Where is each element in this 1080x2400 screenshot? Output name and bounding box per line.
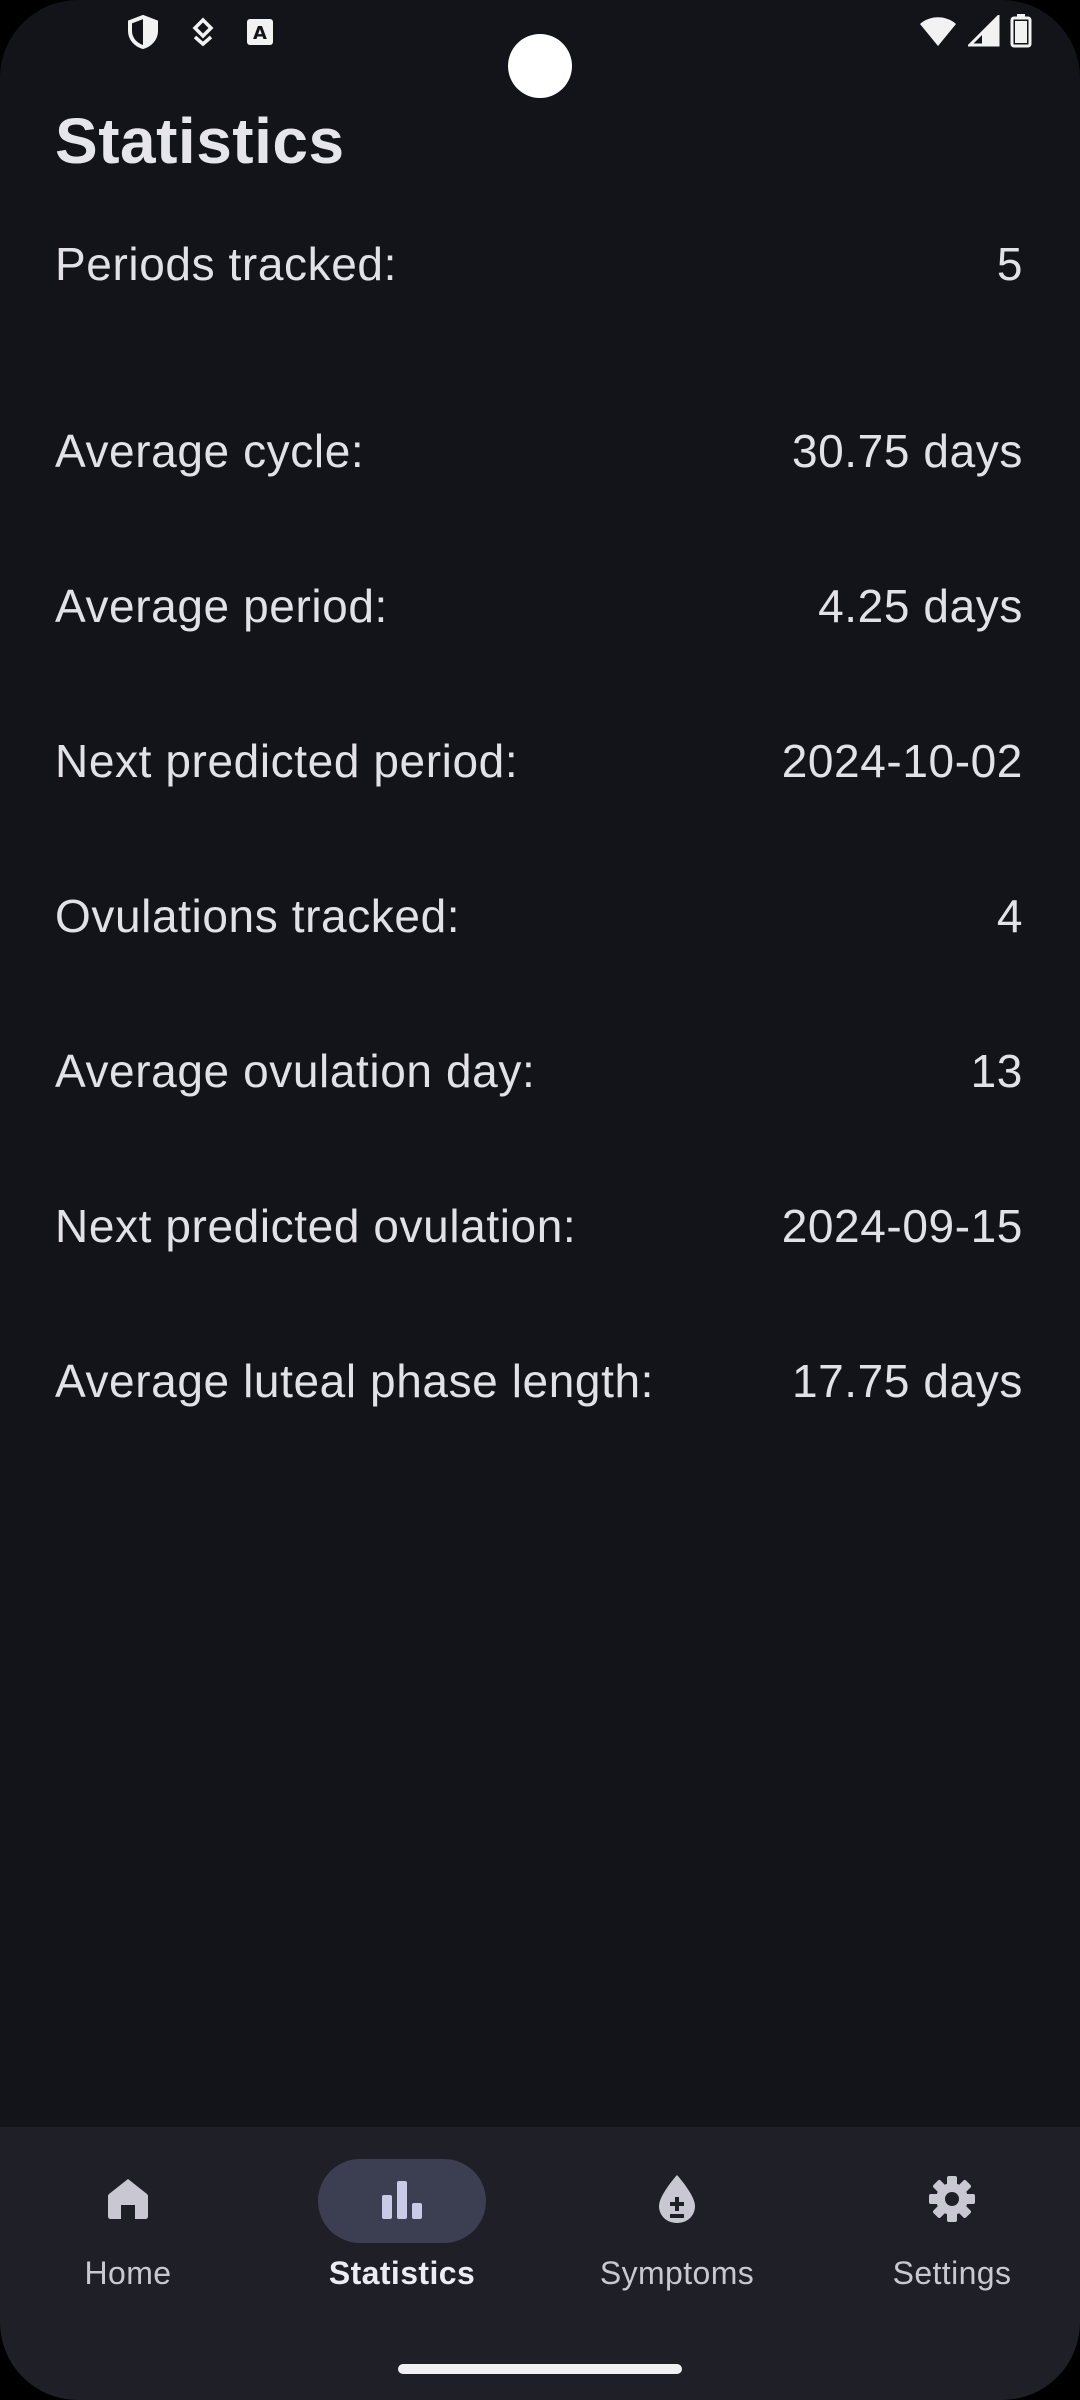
status-right-icons	[918, 14, 1032, 48]
nav-active-indicator	[318, 2159, 486, 2243]
stat-label: Ovulations tracked:	[55, 889, 461, 942]
stat-value: 17.75 days	[791, 1354, 1023, 1407]
drop-plus-minus-icon	[653, 2173, 701, 2230]
page-title: Statistics	[55, 105, 345, 177]
bottom-navigation: Home Statistics	[0, 2127, 1080, 2400]
nav-item-home[interactable]: Home	[0, 2127, 263, 2327]
stat-row-ovulations-tracked: Ovulations tracked: 4	[55, 838, 1023, 993]
stats-list: Periods tracked: 5 Average cycle: 30.75 …	[55, 218, 1023, 1458]
shield-icon	[126, 14, 160, 50]
stat-label: Next predicted period:	[55, 734, 519, 787]
stat-label: Average period:	[55, 579, 388, 632]
gear-icon	[927, 2174, 977, 2229]
nav-indicator	[593, 2159, 761, 2243]
svg-text:A: A	[253, 23, 267, 44]
nav-label: Statistics	[328, 2255, 476, 2291]
stat-value: 13	[970, 1044, 1023, 1097]
stat-value: 4	[996, 889, 1023, 942]
stat-row-next-predicted-period: Next predicted period: 2024-10-02	[55, 683, 1023, 838]
stat-value: 2024-09-15	[781, 1199, 1023, 1252]
bar-chart-icon	[378, 2175, 426, 2228]
stat-row-next-predicted-ovulation: Next predicted ovulation: 2024-09-15	[55, 1148, 1023, 1303]
stat-row-periods-tracked: Periods tracked: 5	[55, 218, 1023, 310]
stat-row-average-ovulation-day: Average ovulation day: 13	[55, 993, 1023, 1148]
front-camera	[508, 34, 572, 98]
nav-indicator	[868, 2159, 1036, 2243]
nav-label: Home	[84, 2255, 172, 2291]
gesture-home-bar[interactable]	[398, 2364, 682, 2374]
nav-indicator	[44, 2159, 212, 2243]
vpn-key-icon	[190, 17, 216, 47]
signal-icon	[968, 15, 1000, 47]
stat-label: Next predicted ovulation:	[55, 1199, 577, 1252]
nav-label: Settings	[892, 2255, 1012, 2291]
stat-label: Average ovulation day:	[55, 1044, 536, 1097]
nav-item-settings[interactable]: Settings	[817, 2127, 1080, 2327]
stat-value: 2024-10-02	[781, 734, 1023, 787]
stat-row-average-cycle: Average cycle: 30.75 days	[55, 373, 1023, 528]
nav-item-symptoms[interactable]: Symptoms	[542, 2127, 812, 2327]
stat-label: Average cycle:	[55, 424, 365, 477]
nav-item-statistics[interactable]: Statistics	[267, 2127, 537, 2327]
nav-label: Symptoms	[599, 2255, 755, 2291]
stat-label: Average luteal phase length:	[55, 1354, 655, 1407]
text-a-icon: A	[246, 18, 274, 46]
stat-value: 30.75 days	[791, 424, 1023, 477]
stat-label: Periods tracked:	[55, 238, 397, 290]
wifi-icon	[918, 15, 958, 47]
home-icon	[104, 2175, 152, 2228]
status-left-icons: A	[126, 14, 274, 50]
status-bar: A	[0, 0, 1080, 64]
battery-icon	[1010, 14, 1032, 48]
stat-row-average-period: Average period: 4.25 days	[55, 528, 1023, 683]
stat-value: 4.25 days	[818, 579, 1023, 632]
stat-row-average-luteal-phase: Average luteal phase length: 17.75 days	[55, 1303, 1023, 1458]
stat-value: 5	[996, 238, 1023, 290]
